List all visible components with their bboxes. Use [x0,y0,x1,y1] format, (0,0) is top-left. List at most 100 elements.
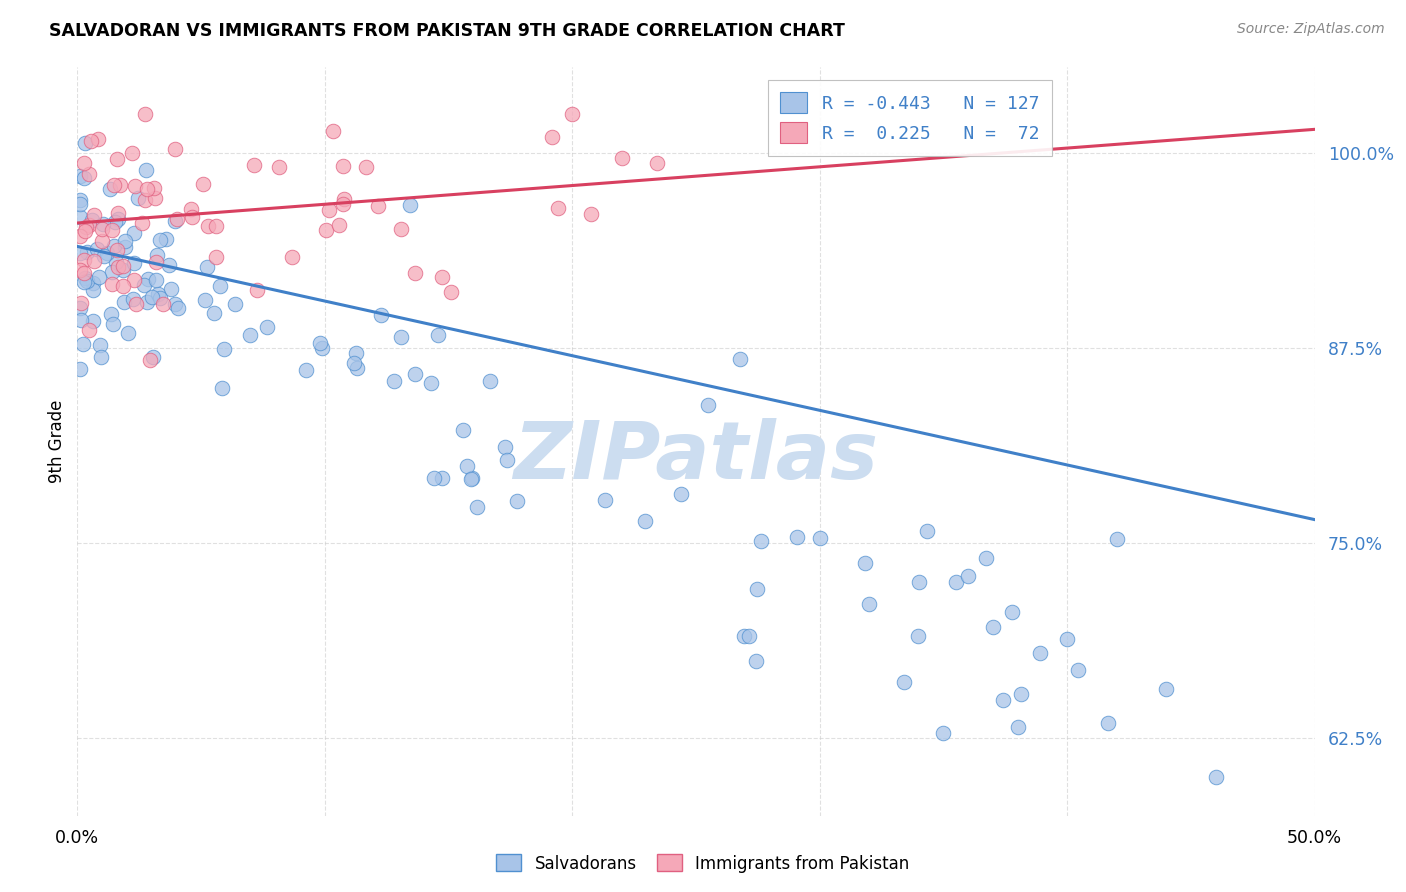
Point [69,362,91,376]
Point [1067,664,1090,678]
Point [107,206,129,220]
Point [256,319,278,334]
Point [163,297,186,311]
Point [76,275,98,289]
Point [389,330,412,344]
Point [1007,720,1029,734]
Point [155,232,177,246]
Point [181,210,204,224]
Point [893,674,915,689]
Point [917,524,939,538]
Point [72,336,94,351]
Point [370,309,392,323]
Point [322,124,344,138]
Point [205,219,228,233]
Point [111,259,134,273]
Point [135,162,157,177]
Point [167,301,190,315]
Point [239,328,262,343]
Point [145,255,167,269]
Point [104,215,127,229]
Point [281,251,304,265]
Point [1001,605,1024,619]
Point [163,214,186,228]
Point [82,276,104,290]
Point [70,296,93,310]
Point [645,156,668,170]
Point [404,266,426,280]
Point [745,654,768,668]
Point [180,202,202,216]
Point [749,533,772,548]
Point [423,471,446,485]
Point [77,219,100,233]
Point [69,197,91,211]
Point [127,191,149,205]
Point [426,327,449,342]
Point [75,220,97,235]
Point [117,326,139,340]
Point [138,353,160,368]
Point [90,234,112,248]
Point [907,575,929,590]
Point [579,207,602,221]
Point [430,270,453,285]
Point [114,234,136,248]
Point [145,273,167,287]
Point [69,210,91,224]
Point [166,212,188,227]
Point [243,158,266,172]
Point [86,242,108,256]
Point [125,297,148,311]
Point [561,107,583,121]
Point [76,244,98,259]
Point [440,285,463,299]
Point [83,208,105,222]
Point [478,375,501,389]
Point [157,258,180,272]
Point [69,245,91,260]
Point [745,582,768,596]
Point [73,224,96,238]
Point [367,199,389,213]
Point [399,198,422,212]
Point [209,279,232,293]
Point [309,336,332,351]
Point [131,216,153,230]
Point [69,193,91,207]
Point [346,360,368,375]
Point [354,161,377,175]
Point [1154,681,1177,696]
Point [100,277,122,292]
Point [696,398,718,412]
Point [90,222,112,236]
Point [107,211,129,226]
Point [72,266,94,280]
Point [82,314,104,328]
Point [634,514,657,528]
Point [79,135,101,149]
Point [121,145,143,160]
Point [114,240,136,254]
Point [73,170,96,185]
Point [1056,632,1078,647]
Point [134,193,156,207]
Point [547,202,569,216]
Point [142,350,165,364]
Point [105,152,128,166]
Point [974,550,997,565]
Point [382,374,405,388]
Point [907,629,929,643]
Point [945,574,967,589]
Point [858,597,880,611]
Point [344,345,367,359]
Y-axis label: 9th Grade: 9th Grade [48,400,66,483]
Point [224,297,246,311]
Point [195,260,218,275]
Point [246,283,269,297]
Point [73,275,96,289]
Point [82,212,104,227]
Point [152,297,174,311]
Point [460,472,482,486]
Point [107,260,129,275]
